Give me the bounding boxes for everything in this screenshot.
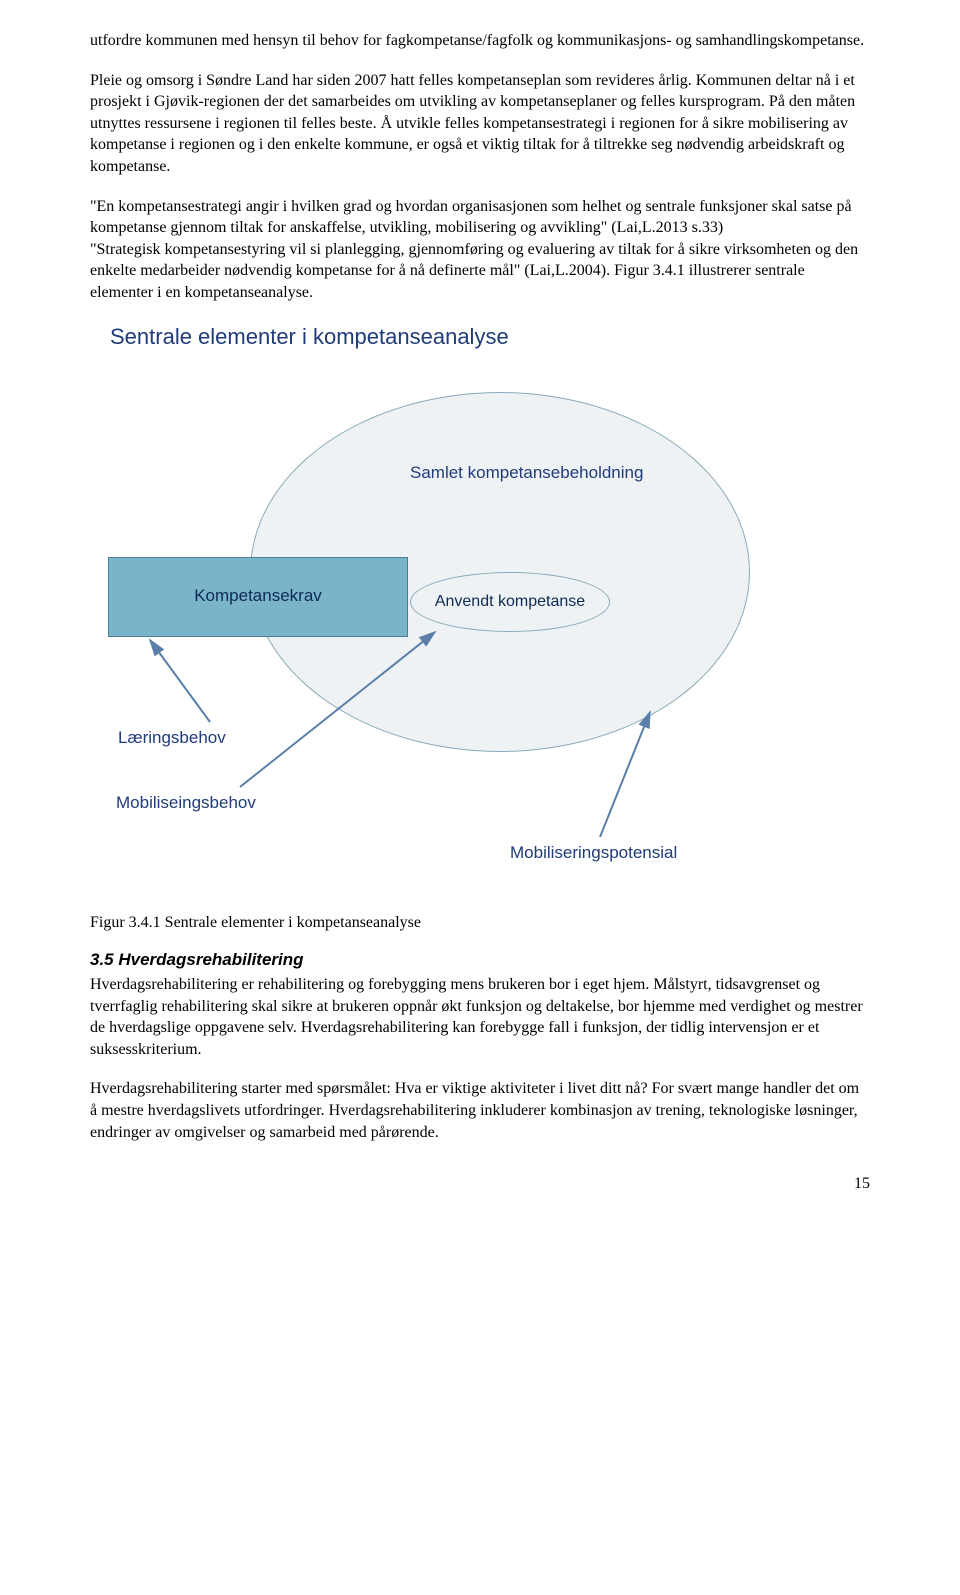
arrow-line-1 (150, 640, 210, 722)
figure-caption: Figur 3.4.1 Sentrale elementer i kompeta… (90, 912, 870, 934)
paragraph-2: Pleie og omsorg i Søndre Land har siden … (90, 70, 870, 178)
section-heading-3-5: 3.5 Hverdagsrehabilitering (90, 949, 870, 972)
paragraph-4: Hverdagsrehabilitering er rehabilitering… (90, 974, 870, 1060)
diagram-kompetanseanalyse: Sentrale elementer i kompetanseanalyse S… (90, 322, 790, 902)
arrow-line-3 (600, 712, 650, 837)
arrow-line-2 (240, 632, 435, 787)
paragraph-3: "En kompetansestrategi angir i hvilken g… (90, 196, 870, 304)
label-laeringsbehov: Læringsbehov (118, 727, 226, 750)
paragraph-5: Hverdagsrehabilitering starter med spørs… (90, 1078, 870, 1143)
label-mobiliseringspotensial: Mobiliseringspotensial (510, 842, 677, 865)
paragraph-1: utfordre kommunen med hensyn til behov f… (90, 30, 870, 52)
label-mobiliseringsbehov: Mobiliseingsbehov (116, 792, 256, 815)
arrow-laering (90, 322, 790, 902)
page-number: 15 (90, 1173, 870, 1195)
